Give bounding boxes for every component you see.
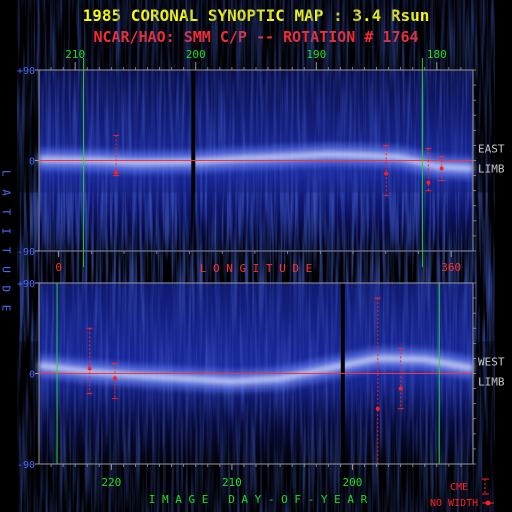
latitude-tick-label: -90 <box>17 247 35 258</box>
limb-side-label: WEST <box>478 355 505 368</box>
latitude-tick-label: 0 <box>29 370 35 381</box>
longitude-axis-label: L O N G I T U D E <box>200 262 313 275</box>
legend-cme-symbol <box>482 478 489 495</box>
day-tick-label: 210 <box>65 48 85 61</box>
cme-centroid <box>87 366 92 371</box>
cme-event <box>113 134 120 177</box>
latitude-tick-label: -90 <box>17 460 35 471</box>
limb-side-label: LIMB <box>478 163 505 176</box>
longitude-tick-label: 0 <box>55 261 62 274</box>
chart-title: 1985 CORONAL SYNOPTIC MAP : 3.4 Rsun <box>83 6 430 25</box>
latitude-tick-label: +90 <box>17 66 35 77</box>
cme-centroid <box>375 406 380 411</box>
cme-centroid <box>439 166 444 171</box>
limb-side-label: LIMB <box>478 376 505 389</box>
legend-cme-label: CME <box>450 482 468 493</box>
day-tick-label: 200 <box>186 48 206 61</box>
axis-labels: +90 0 -90 210 200 190 180 0 360 EAST LIMB +90 0 -90 22… <box>17 48 505 489</box>
legend: CME NO WIDTH <box>430 478 494 509</box>
cme-event <box>111 362 118 400</box>
chart-subtitle: NCAR/HAO: SMM C/P -- ROTATION # 1764 <box>93 28 418 46</box>
latitude-axis-label: L A T I T U D E <box>0 170 13 314</box>
legend-no-width-symbol <box>482 500 494 506</box>
east-map-overlay <box>38 58 474 267</box>
cme-centroid <box>384 171 389 176</box>
day-tick-label: 210 <box>222 476 242 489</box>
limb-side-label: EAST <box>478 142 505 155</box>
cme-event <box>383 144 390 197</box>
cme-centroid <box>114 170 119 175</box>
day-tick-label: 190 <box>306 48 326 61</box>
east-limb-map <box>38 58 474 267</box>
latitude-tick-label: +90 <box>17 279 35 290</box>
day-tick-label: 180 <box>427 48 447 61</box>
longitude-tick-label: 360 <box>441 261 461 274</box>
cme-centroid <box>112 376 117 381</box>
latitude-tick-label: 0 <box>29 157 35 168</box>
cme-event <box>86 327 93 395</box>
cme-centroid <box>398 386 403 391</box>
cme-event <box>425 147 432 192</box>
west-limb-map <box>37 282 476 465</box>
cme-event <box>397 347 404 410</box>
cme-centroid <box>426 180 431 185</box>
west-map-overlay <box>37 283 476 465</box>
day-tick-label: 200 <box>343 476 363 489</box>
day-of-year-axis-label: I M A G E D A Y - O F - Y E A R <box>149 493 368 506</box>
cme-event <box>438 155 445 182</box>
legend-no-width-label: NO WIDTH <box>430 498 478 509</box>
day-tick-label: 220 <box>101 476 121 489</box>
